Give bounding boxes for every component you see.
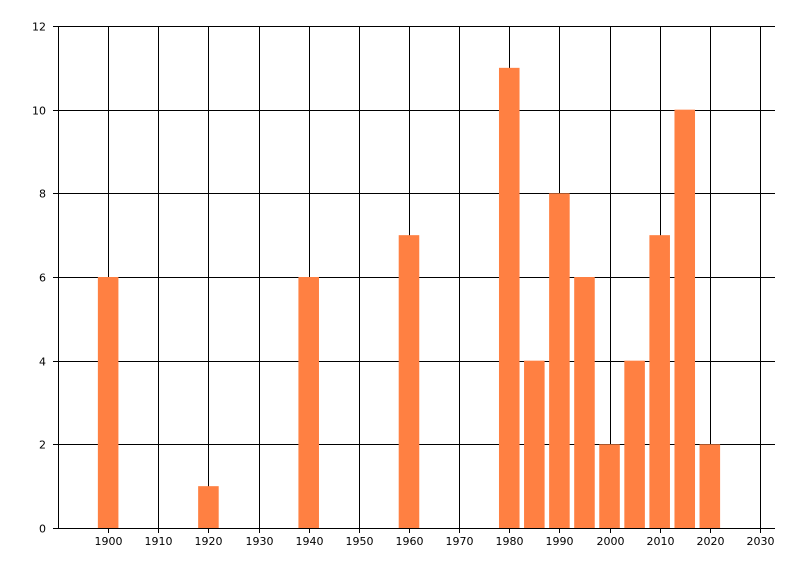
x-tick-label: 1930 (246, 535, 274, 548)
x-tick-label: 2020 (697, 535, 725, 548)
bar-1920 (198, 486, 219, 528)
x-tick-label: 1950 (346, 535, 374, 548)
y-tick-label: 8 (39, 188, 46, 201)
x-tick-label: 2010 (647, 535, 675, 548)
y-tick-label: 6 (39, 272, 46, 285)
bar-1990 (549, 193, 570, 529)
y-tick-label: 4 (39, 356, 46, 369)
bar-1995 (574, 277, 595, 528)
x-tick-label: 1960 (396, 535, 424, 548)
bar-2010 (649, 235, 670, 528)
bar-1985 (524, 360, 545, 528)
x-tick-label: 1940 (296, 535, 324, 548)
bar-2020 (699, 444, 721, 528)
bars (97, 67, 721, 529)
bar-2005 (624, 360, 645, 528)
x-tick-label: 1920 (195, 535, 223, 548)
axes (53, 26, 775, 533)
y-tick-label: 2 (39, 439, 46, 452)
x-tick-label: 1970 (446, 535, 474, 548)
x-tick-label: 1980 (496, 535, 524, 548)
y-tick-label: 12 (32, 21, 46, 34)
bar-2015 (674, 109, 696, 529)
bar-2000 (599, 444, 620, 528)
x-tick-label: 1900 (95, 535, 123, 548)
bar-1980 (498, 67, 520, 528)
y-tick-label: 0 (39, 523, 46, 536)
bar-1960 (398, 235, 420, 528)
y-tick-labels: 0 2 4 6 8 10 12 (32, 21, 46, 536)
bar-1900 (97, 277, 119, 528)
y-tick-label: 10 (32, 105, 46, 118)
x-tick-label: 1910 (145, 535, 173, 548)
bar-1940 (298, 277, 319, 528)
x-tick-label: 1990 (546, 535, 574, 548)
x-tick-labels: 1900 1910 1920 1930 1940 1950 1960 1970 1980 1990… (95, 535, 775, 548)
x-tick-label: 2000 (597, 535, 625, 548)
x-tick-label: 2030 (747, 535, 775, 548)
